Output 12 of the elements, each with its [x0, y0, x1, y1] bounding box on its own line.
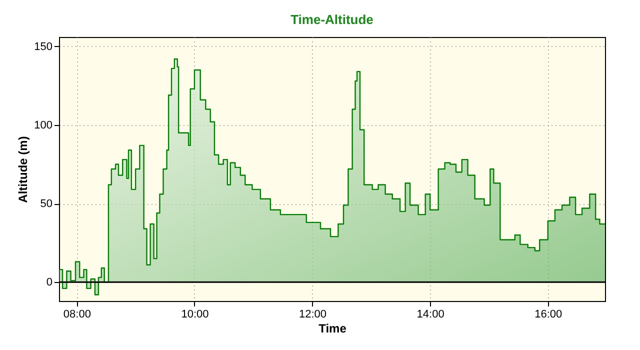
x-tick-label: 12:00 — [299, 308, 327, 320]
x-tick-label: 10:00 — [181, 308, 209, 320]
y-tick-label: 100 — [34, 120, 52, 132]
x-tick-label: 14:00 — [416, 308, 444, 320]
y-axis-title: Altitude (m) — [16, 136, 30, 203]
y-tick-label: 50 — [40, 198, 52, 210]
x-tick-label: 16:00 — [534, 308, 562, 320]
x-axis-title: Time — [318, 322, 347, 336]
y-tick-label: 0 — [46, 276, 52, 289]
x-tick-label: 08:00 — [63, 308, 91, 320]
y-tick-label: 150 — [34, 40, 52, 53]
chart-title: Time-Altitude — [290, 12, 374, 27]
